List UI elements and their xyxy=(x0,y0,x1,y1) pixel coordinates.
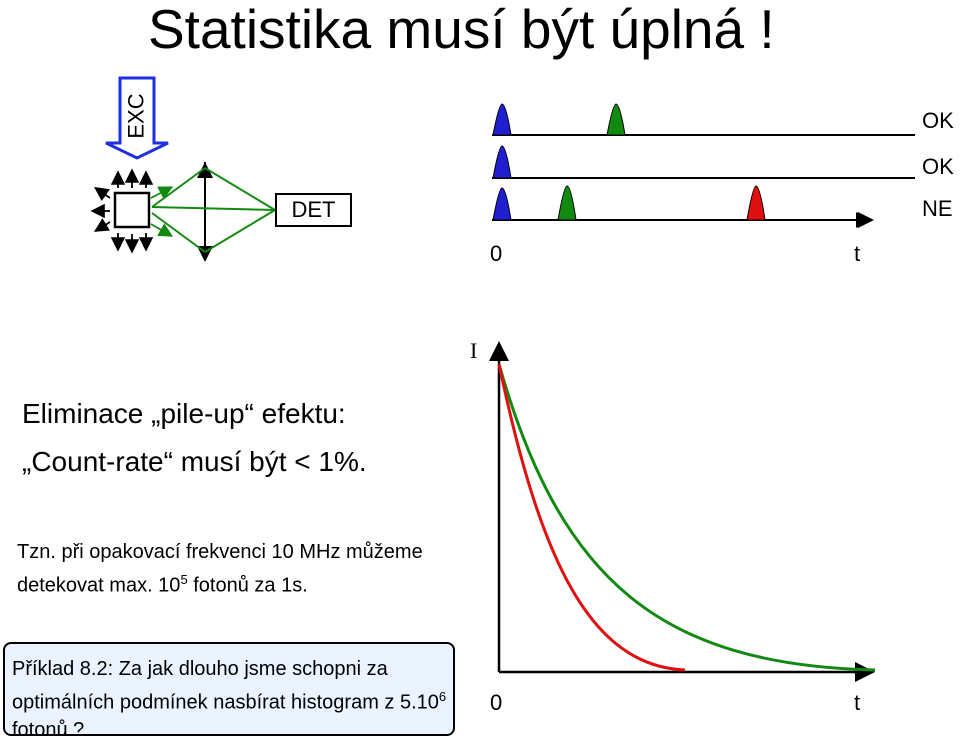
decay-x-label: t xyxy=(854,690,861,715)
emission-arrows xyxy=(90,168,154,254)
pulse-blue-3 xyxy=(492,187,512,221)
timeline-origin-label: 0 xyxy=(490,241,503,266)
collection-optics xyxy=(151,162,276,262)
note-text: Tzn. při opakovací frekvenci 10 MHz může… xyxy=(17,541,423,597)
pulse-green-1 xyxy=(606,103,626,136)
sample-square xyxy=(113,191,151,229)
track-status-2: OK xyxy=(922,154,954,179)
track-status-1: OK xyxy=(922,108,954,133)
track-status-3: NE xyxy=(922,196,953,221)
detector-box: DET xyxy=(275,193,352,227)
collected-arrows xyxy=(150,186,174,237)
excitation-label: EXC xyxy=(124,93,149,139)
decay-y-label: I xyxy=(470,338,478,363)
decay-curve-fast xyxy=(497,363,686,672)
pileup-line-1: Eliminace „pile-up“ efektu: xyxy=(22,398,346,429)
excitation-arrow xyxy=(105,76,169,160)
decay-axes xyxy=(489,341,875,682)
pulse-red-3 xyxy=(746,185,766,221)
timeline-tracks xyxy=(492,134,915,228)
pulse-blue-2 xyxy=(492,145,512,179)
decay-x-origin-label: 0 xyxy=(490,690,503,715)
page-title: Statistika musí být úplná ! xyxy=(148,0,775,60)
pileup-line-2: „Count-rate“ musí být < 1%. xyxy=(22,446,367,477)
example-box: Příklad 8.2: Za jak dlouho jsme schopni … xyxy=(3,642,455,741)
pulses xyxy=(492,103,766,221)
pulse-blue-1 xyxy=(492,103,512,136)
decay-curve-slow xyxy=(497,363,876,672)
timeline-time-label: t xyxy=(854,241,861,266)
pulse-green-3 xyxy=(557,185,577,221)
